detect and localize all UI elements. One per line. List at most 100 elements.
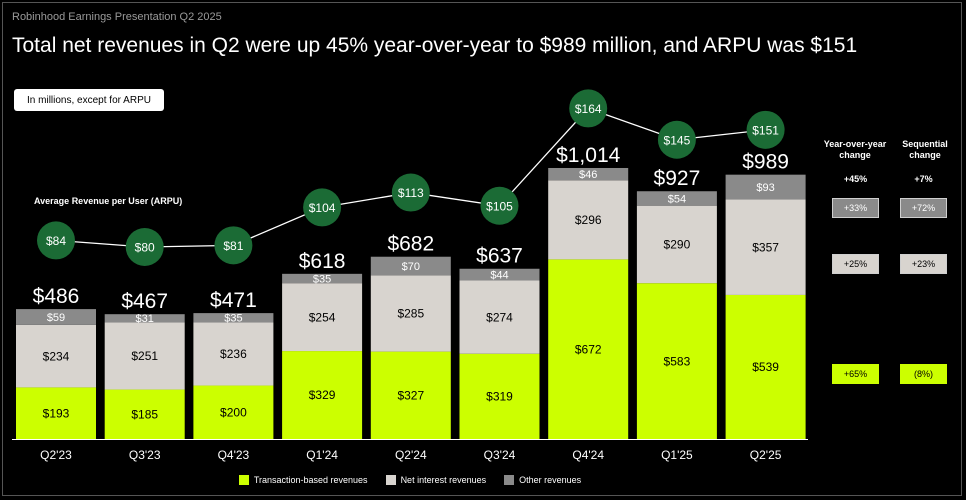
legend-item-other: Other revenues: [504, 475, 581, 485]
units-note: In millions, except for ARPU: [14, 89, 164, 111]
bar-value-label: $35: [224, 313, 242, 325]
bar-value-label: $290: [664, 238, 691, 252]
bar-value-label: $59: [47, 312, 65, 324]
bar-total-label: $682: [387, 233, 434, 256]
bar-value-label: $327: [397, 389, 424, 403]
arpu-title: Average Revenue per User (ARPU): [34, 196, 183, 206]
x-tick-label: Q1'25: [661, 448, 693, 462]
bar-segment-other: [104, 314, 185, 323]
bar-value-label: $285: [397, 307, 424, 321]
bar-segment-other: [636, 191, 717, 206]
bar-total-label: $467: [121, 290, 168, 313]
arpu-value-label: $164: [575, 102, 602, 116]
legend-label-other: Other revenues: [519, 475, 582, 485]
bar-value-label: $234: [43, 349, 70, 363]
bar-value-label: $193: [43, 406, 70, 420]
arpu-value-label: $80: [135, 241, 155, 255]
arpu-point: [303, 188, 342, 227]
x-tick-label: Q2'23: [40, 448, 72, 462]
bar-total-label: $618: [299, 250, 346, 273]
bar-value-label: $357: [752, 240, 779, 254]
bar-segment-net-interest: [370, 275, 451, 352]
bar-value-label: $319: [486, 390, 513, 404]
bar-value-label: $236: [220, 347, 247, 361]
presentation-label: Robinhood Earnings Presentation Q2 2025: [12, 11, 222, 23]
bar-value-label: $251: [131, 349, 158, 363]
x-tick-label: Q1'24: [306, 448, 338, 462]
transaction-seq-chip: (8%): [900, 364, 947, 384]
x-tick-label: Q3'23: [129, 448, 161, 462]
bar-segment-net-interest: [104, 322, 185, 390]
bar-segment-transaction: [282, 351, 363, 439]
bar-segment-net-interest: [193, 322, 274, 386]
x-tick-label: Q2'24: [395, 448, 427, 462]
bar-value-label: $539: [752, 360, 779, 374]
bar-segment-net-interest: [282, 283, 363, 352]
bar-total-label: $1,014: [556, 144, 621, 167]
legend-item-transaction: Transaction-based revenues: [238, 475, 368, 485]
arpu-value-label: $145: [664, 133, 691, 147]
bar-segment-transaction: [725, 294, 806, 439]
legend-item-net-interest: Net interest revenues: [385, 475, 487, 485]
total-seq-value: +7%: [914, 174, 933, 184]
legend-swatch-other: [504, 475, 515, 485]
x-tick-label: Q2'25: [750, 448, 782, 462]
bar-value-label: $274: [486, 310, 513, 324]
bar-segment-other: [193, 313, 274, 323]
bar-segment-other: [725, 174, 806, 200]
bar-value-label: $44: [490, 269, 508, 281]
bar-segment-other: [548, 167, 629, 181]
bar-value-label: $254: [309, 310, 336, 324]
arpu-point: [480, 186, 519, 225]
bar-segment-net-interest: [459, 280, 540, 354]
arpu-point: [37, 221, 75, 260]
bar-value-label: $54: [668, 193, 686, 205]
bar-segment-other: [459, 268, 540, 281]
bar-total-label: $471: [210, 289, 257, 312]
bar-total-label: $637: [476, 245, 523, 268]
legend-swatch-transaction: [238, 475, 249, 485]
bar-total-label: $989: [742, 151, 789, 174]
arpu-value-label: $81: [223, 239, 243, 253]
bar-value-label: $185: [131, 407, 158, 421]
arpu-value-label: $113: [398, 186, 424, 200]
arpu-point: [125, 228, 164, 266]
other-seq-chip: +72%: [900, 198, 947, 218]
arpu-point: [214, 226, 253, 265]
other-yoy-chip: +33%: [832, 198, 879, 218]
bar-value-label: $329: [309, 388, 336, 402]
x-tick-label: Q4'23: [218, 448, 250, 462]
arpu-point: [746, 110, 785, 149]
arpu-value-label: $105: [486, 199, 513, 213]
bar-value-label: $93: [756, 182, 774, 194]
bar-segment-transaction: [16, 387, 96, 439]
bar-segment-net-interest: [548, 180, 629, 260]
bar-segment-other: [370, 256, 451, 276]
net-interest-seq-chip: +23%: [900, 254, 947, 274]
legend-label-transaction: Transaction-based revenues: [253, 475, 368, 485]
page-title: Total net revenues in Q2 were up 45% yea…: [12, 34, 858, 57]
legend-label-net-interest: Net interest revenues: [400, 475, 487, 485]
arpu-point: [391, 173, 430, 212]
net-interest-yoy-chip: +25%: [832, 254, 879, 274]
x-tick-label: Q3'24: [484, 448, 516, 462]
bar-value-label: $46: [579, 169, 597, 181]
bar-segment-other: [282, 273, 363, 284]
bar-segment-net-interest: [636, 205, 717, 284]
bar-value-label: $296: [575, 213, 602, 227]
arpu-value-label: $151: [752, 123, 779, 137]
bar-total-label: $927: [654, 167, 701, 190]
bar-segment-transaction: [193, 385, 274, 439]
yoy-header: Year-over-year change: [823, 139, 887, 160]
bar-value-label: $583: [664, 354, 691, 368]
bar-segment-transaction: [459, 353, 540, 439]
bar-segment-net-interest: [16, 324, 96, 388]
arpu-value-label: $84: [46, 234, 66, 248]
legend: Transaction-based revenues Net interest …: [0, 475, 820, 485]
bar-segment-transaction: [548, 259, 629, 439]
bar-segment-transaction: [636, 283, 717, 439]
bar-value-label: $200: [220, 405, 247, 419]
x-tick-label: Q4'24: [572, 448, 604, 462]
